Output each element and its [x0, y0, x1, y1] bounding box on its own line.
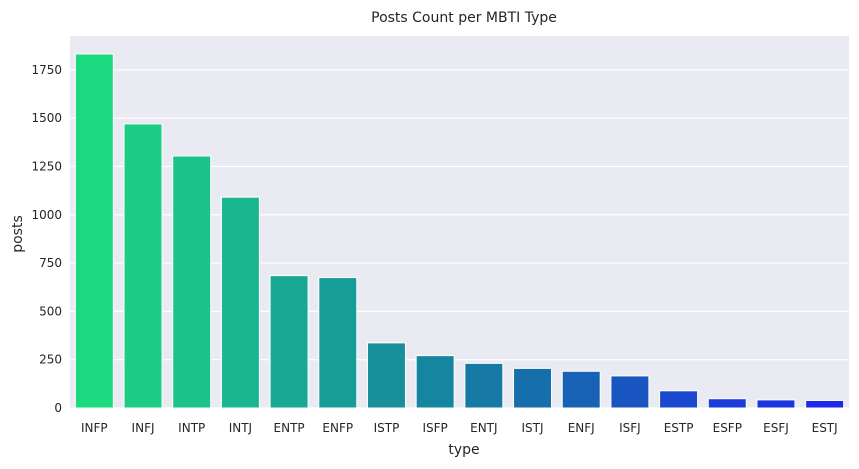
y-tick-labels: 0 250 500 750 1000 1250 1500 1750 [31, 63, 62, 415]
x-tick-label: ENTP [274, 421, 305, 435]
chart-title: Posts Count per MBTI Type [371, 10, 557, 26]
x-tick-label: INFJ [132, 421, 155, 435]
x-tick-label: ESFP [713, 421, 742, 435]
bar-estp [659, 390, 699, 409]
y-tick-label: 1000 [31, 208, 62, 222]
x-tick-label: ESTJ [812, 421, 838, 435]
x-tick-label: ENFP [322, 421, 353, 435]
x-tick-label: ESTP [664, 421, 694, 435]
x-tick-label: ISTP [374, 421, 400, 435]
bar-isfp [415, 355, 455, 409]
bar-infp [74, 53, 114, 409]
bar-entp [269, 275, 309, 409]
y-tick-label: 1500 [31, 111, 62, 125]
x-tick-label: ENFJ [568, 421, 595, 435]
y-tick-label: 250 [39, 353, 62, 367]
x-tick-label: ISFJ [619, 421, 641, 435]
bar-intj [220, 196, 260, 409]
bars [74, 53, 845, 409]
y-tick-label: 1750 [31, 63, 62, 77]
x-axis-title: type [448, 442, 479, 458]
bar-entj [464, 362, 504, 409]
bar-enfp [318, 277, 358, 409]
bar-esfp [707, 398, 747, 409]
bar-estj [805, 399, 845, 409]
bar-istp [366, 342, 406, 409]
bar-istj [513, 367, 553, 409]
x-tick-label: ESFJ [763, 421, 789, 435]
y-tick-label: 0 [54, 401, 62, 415]
x-tick-labels: INFP INFJ INTP INTJ ENTP ENFP ISTP ISFP ENTJ ISTJ… [81, 421, 838, 435]
x-tick-label: INFP [81, 421, 108, 435]
y-axis-title: posts [10, 215, 26, 253]
y-tick-label: 1250 [31, 159, 62, 173]
x-tick-label: ISTJ [522, 421, 544, 435]
y-tick-label: 500 [39, 304, 62, 318]
x-tick-label: INTP [178, 421, 205, 435]
bar-enfj [561, 370, 601, 409]
x-tick-label: ENTJ [470, 421, 497, 435]
bar-esfj [756, 399, 796, 409]
bar-infj [123, 123, 163, 409]
bar-isfj [610, 375, 650, 409]
y-tick-label: 750 [39, 256, 62, 270]
x-tick-label: INTJ [229, 421, 252, 435]
x-tick-label: ISFP [423, 421, 448, 435]
bar-intp [172, 155, 212, 409]
